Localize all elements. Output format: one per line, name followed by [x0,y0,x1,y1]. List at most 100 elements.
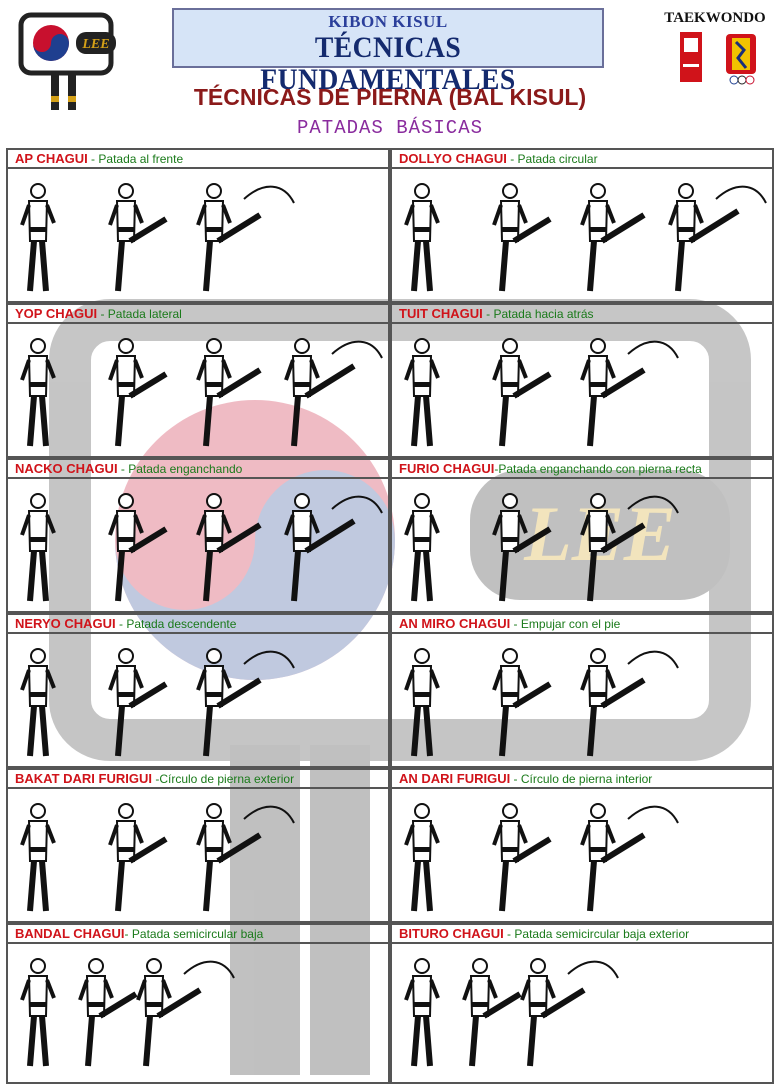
kick-name: FURIO CHAGUI [399,461,495,476]
kick-separator: - [510,617,521,631]
fighter-figure-icon [284,493,356,602]
kick-illustration [392,944,772,1082]
fighter-figure-icon [136,958,202,1067]
fighter-figure-icon [404,338,440,447]
kick-separator: - [482,307,494,321]
fighter-figure-icon [404,493,440,602]
kick-name: AN DARI FURIGUI [399,771,511,786]
kick-description: Patada enganchando con pierna recta [498,462,702,476]
kick-description: Círculo de pierna exterior [159,772,295,786]
motion-arrow-icon [715,185,767,204]
kick-illustration [8,324,388,456]
fighter-figure-icon [196,338,262,447]
kick-separator: - [494,462,499,476]
kick-illustration [392,479,772,611]
fighter-figure-icon [20,803,56,912]
kick-description: Patada al frente [98,152,184,166]
kick-panel: AN DARI FURIGUI - Círculo de pierna inte… [390,768,774,923]
fighter-figure-icon [404,648,440,757]
kick-name: BANDAL CHAGUI [15,926,125,941]
school-logo: LEE [18,12,116,110]
kick-panel: YOP CHAGUI - Patada lateral [6,303,390,458]
fighter-figure-icon [404,183,440,292]
kick-panel: TUIT CHAGUI - Patada hacia atrás [390,303,774,458]
kick-panel: NACKO CHAGUI - Patada enganchando [6,458,390,613]
fighter-figure-icon [20,958,56,1067]
kick-name: AP CHAGUI [15,151,88,166]
kick-header: BANDAL CHAGUI- Patada semicircular baja [8,925,388,944]
kick-illustration [8,944,388,1082]
fighter-figure-icon [108,183,168,292]
kick-header: FURIO CHAGUI-Patada enganchando con pier… [392,460,772,479]
motion-arrow-icon [627,650,679,669]
fighter-figure-icon [196,648,262,757]
section-title: TÉCNICAS DE PIERNA (BAL KISUL) [193,84,587,110]
kick-description: Patada descendente [126,617,237,631]
kick-description: Círculo de pierna interior [520,772,653,786]
motion-arrow-icon [627,495,679,514]
title-subtitle: KIBON KISUL [328,12,448,31]
motion-arrow-icon [331,340,383,359]
kick-header: NACKO CHAGUI - Patada enganchando [8,460,388,479]
page-title: TÉCNICAS FUNDAMENTALES [260,31,516,96]
kicks-grid: AP CHAGUI - Patada al frente DOLLYO CHAGU… [6,148,774,1084]
kick-name: AN MIRO CHAGUI [399,616,511,631]
kick-description: Patada circular [517,152,598,166]
fighter-figure-icon [580,648,646,757]
kick-panel: BANDAL CHAGUI- Patada semicircular baja [6,923,390,1084]
motion-arrow-icon [331,495,383,514]
kick-name: NERYO CHAGUI [15,616,116,631]
motion-arrow-icon [183,960,235,979]
fighter-figure-icon [462,958,522,1067]
kick-description: Patada lateral [107,307,182,321]
kick-header: YOP CHAGUI - Patada lateral [8,305,388,324]
kick-name: YOP CHAGUI [15,306,98,321]
kick-separator: - [151,772,160,786]
motion-arrow-icon [567,960,619,979]
kick-header: AN DARI FURIGUI - Círculo de pierna inte… [392,770,772,789]
kick-separator: - [87,152,99,166]
kick-header: AN MIRO CHAGUI - Empujar con el pie [392,615,772,634]
fighter-figure-icon [196,183,262,292]
federation-emblems-icon [680,32,756,85]
kick-header: BAKAT DARI FURIGUI -Círculo de pierna ex… [8,770,388,789]
kick-description: Patada semicircular baja exterior [514,927,690,941]
fighter-figure-icon [404,803,440,912]
fighter-figure-icon [580,183,646,292]
kick-separator: - [97,307,108,321]
motion-arrow-icon [243,650,295,669]
kick-name: DOLLYO CHAGUI [399,151,507,166]
kick-description: Patada enganchando [128,462,243,476]
kick-name: BAKAT DARI FURIGUI [15,771,152,786]
fighter-figure-icon [492,803,552,912]
fighter-figure-icon [404,958,440,1067]
kick-separator: - [115,617,127,631]
kick-name: NACKO CHAGUI [15,461,118,476]
kick-separator: - [503,927,515,941]
kick-illustration [8,634,388,766]
title-box: KIBON KISUL TÉCNICAS FUNDAMENTALES [172,8,604,96]
kick-description: Patada hacia atrás [493,307,594,321]
fighter-figure-icon [196,493,262,602]
kick-illustration [8,169,388,301]
kick-header: TUIT CHAGUI - Patada hacia atrás [392,305,772,324]
kick-panel: AN MIRO CHAGUI - Empujar con el pie [390,613,774,768]
taekwondo-label: TAEKWONDO [664,10,766,26]
kick-illustration [392,169,772,301]
kick-panel: BITURO CHAGUI - Patada semicircular baja… [390,923,774,1084]
kick-separator: - [124,927,132,941]
kick-panel: NERYO CHAGUI - Patada descendente [6,613,390,768]
motion-arrow-icon [243,185,295,204]
kick-panel: DOLLYO CHAGUI - Patada circular [390,148,774,303]
fighter-figure-icon [108,493,168,602]
kick-separator: - [117,462,129,476]
logo-text: LEE [81,37,109,52]
fighter-figure-icon [492,183,552,292]
fighter-figure-icon [492,493,552,602]
fighter-figure-icon [668,183,740,292]
kick-header: AP CHAGUI - Patada al frente [8,150,388,169]
fighter-figure-icon [20,183,56,292]
motion-arrow-icon [627,340,679,359]
section-subtitle: PATADAS BÁSICAS [296,117,484,139]
kick-illustration [8,479,388,611]
